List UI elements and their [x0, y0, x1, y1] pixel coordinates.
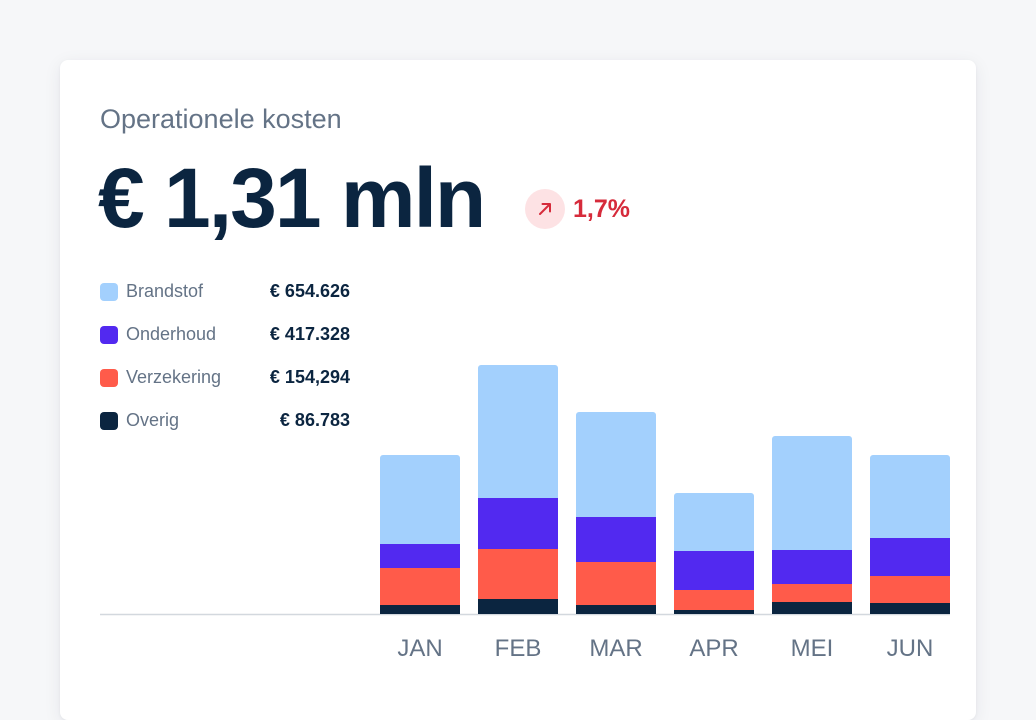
bar-stack-feb: [478, 365, 558, 614]
bar-verzekering-feb: [478, 549, 558, 599]
legend-value: € 86.783: [279, 410, 350, 430]
card-title: Operationele kosten: [100, 104, 342, 134]
bar-brandstof-mei: [772, 436, 852, 550]
bar-onderhoud-apr: [674, 551, 754, 590]
bar-onderhoud-feb: [478, 498, 558, 549]
legend-value: € 654.626: [269, 281, 350, 301]
bar-stack-mei: [772, 436, 852, 614]
x-tick-label: JUN: [887, 635, 934, 662]
bar-brandstof-mar: [576, 412, 656, 517]
legend-swatch: [100, 326, 118, 344]
x-tick-label: FEB: [495, 635, 542, 662]
change-value: 1,7%: [573, 194, 630, 223]
bar-brandstof-feb: [478, 365, 558, 498]
legend-swatch: [100, 283, 118, 301]
legend-label: Overig: [126, 410, 180, 430]
bar-brandstof-jan: [380, 455, 460, 544]
legend-label: Verzekering: [126, 367, 222, 387]
bar-verzekering-mar: [576, 562, 656, 605]
bar-brandstof-apr: [674, 493, 754, 551]
x-tick-label: MAR: [589, 635, 642, 662]
bar-overig-mei: [772, 602, 852, 614]
bar-onderhoud-mei: [772, 550, 852, 584]
bar-onderhoud-jan: [380, 544, 460, 568]
legend-item-overig: Overig € 86.783: [100, 407, 352, 450]
bar-overig-jan: [380, 605, 460, 614]
legend-label: Brandstof: [126, 281, 204, 301]
costs-card: Operationele kosten € 1,31 mln 1,7% Bran…: [60, 60, 976, 720]
bar-verzekering-jan: [380, 568, 460, 605]
bar-onderhoud-jun: [870, 538, 950, 576]
legend-value: € 154,294: [269, 367, 350, 387]
bar-stack-apr: [674, 493, 754, 614]
total-amount: € 1,31 mln: [98, 151, 486, 245]
legend-value: € 417.328: [269, 324, 350, 344]
bar-verzekering-apr: [674, 590, 754, 610]
legend-swatch: [100, 412, 118, 430]
change-indicator: 1,7%: [525, 188, 630, 230]
legend-item-brandstof: Brandstof € 654.626: [100, 278, 352, 321]
bar-brandstof-jun: [870, 455, 950, 538]
x-tick-label: APR: [689, 635, 738, 662]
x-tick-label: MEI: [791, 635, 834, 662]
bar-verzekering-mei: [772, 584, 852, 602]
bar-onderhoud-mar: [576, 517, 656, 562]
bar-overig-jun: [870, 603, 950, 614]
bar-stack-jan: [380, 455, 460, 614]
bar-stack-mar: [576, 412, 656, 614]
stacked-bar-chart: JAN FEB MAR APR MEI JUN: [100, 365, 950, 662]
legend-item-onderhoud: Onderhoud € 417.328: [100, 321, 352, 364]
arrow-up-right-icon: [525, 189, 565, 229]
legend-item-verzekering: Verzekering € 154,294: [100, 364, 352, 407]
legend-swatch: [100, 369, 118, 387]
x-tick-label: JAN: [397, 635, 442, 662]
bar-stack-jun: [870, 455, 950, 614]
legend-label: Onderhoud: [126, 324, 217, 344]
chart-legend: Brandstof € 654.626 Onderhoud € 417.328 …: [100, 278, 352, 450]
bar-overig-feb: [478, 599, 558, 614]
bar-verzekering-jun: [870, 576, 950, 603]
bar-overig-apr: [674, 610, 754, 614]
bar-overig-mar: [576, 605, 656, 614]
